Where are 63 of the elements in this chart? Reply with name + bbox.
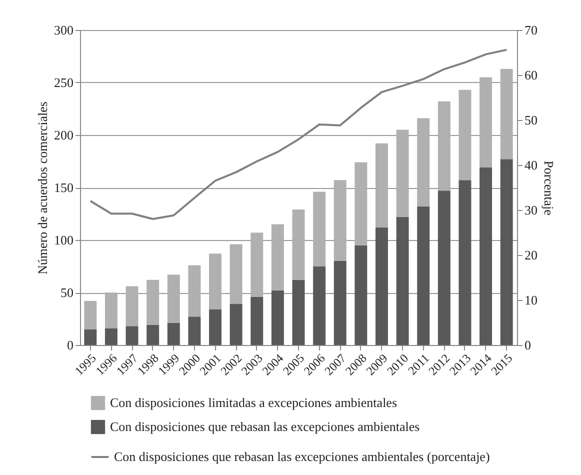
line-series — [89, 48, 508, 220]
bar — [458, 90, 472, 180]
legend-label: Con disposiciones que rebasan las excepciones ambientales (porcentaje) — [114, 449, 490, 464]
bar — [250, 232, 264, 297]
y2-tick-label: 70 — [524, 22, 538, 38]
y-tick-label: 250 — [54, 75, 74, 90]
bar — [167, 274, 180, 323]
bar — [146, 280, 160, 326]
bar — [334, 261, 346, 345]
legend-label: Con disposiciones que rebasan las excepciones ambientales — [110, 419, 420, 434]
bar — [230, 244, 242, 304]
bar — [458, 180, 472, 345]
bar — [188, 265, 201, 317]
bar — [167, 322, 180, 345]
y-tick-label: 150 — [54, 180, 74, 195]
bar — [313, 266, 326, 345]
y2-axis-title: Porcentaje — [542, 160, 556, 216]
bar — [500, 159, 513, 345]
legend-label: Con disposiciones limitadas a excepciones ambientales — [110, 395, 398, 410]
bar — [84, 329, 97, 345]
bar — [500, 68, 513, 160]
bar — [354, 245, 368, 345]
y-tick-label: 200 — [54, 128, 74, 142]
bar — [480, 77, 492, 168]
bar — [417, 206, 430, 345]
y2-tick-label: 50 — [524, 112, 538, 128]
bar — [209, 309, 222, 345]
bar — [438, 190, 450, 345]
bar — [104, 292, 118, 328]
bar — [417, 118, 430, 206]
y-tick-label: 0 — [67, 338, 74, 352]
bar — [188, 316, 201, 345]
bar — [250, 296, 264, 345]
y2-tick-label: 40 — [524, 158, 538, 172]
bar — [126, 326, 138, 345]
bar — [375, 227, 388, 345]
bar — [271, 224, 284, 290]
y-tick-label: 50 — [60, 285, 74, 300]
y-tick-label: 100 — [54, 232, 74, 248]
y2-tick-label: 30 — [524, 202, 538, 218]
bar — [396, 130, 409, 217]
y-tick-label: 300 — [54, 22, 74, 38]
bar — [209, 254, 222, 310]
bar — [230, 304, 242, 345]
bar — [84, 300, 97, 330]
bar — [438, 101, 450, 191]
y-axis-title: Número de acuerdos comerciales — [35, 102, 50, 274]
y2-tick-label: 10 — [524, 292, 538, 308]
y2-tick-label: 60 — [524, 68, 538, 82]
bar — [271, 290, 284, 345]
bar — [126, 286, 138, 326]
bar — [480, 168, 492, 345]
bar — [313, 192, 326, 266]
bar — [354, 162, 368, 246]
y2-tick-label: 20 — [524, 248, 538, 262]
bar — [104, 328, 118, 345]
bar — [334, 180, 346, 261]
bar — [396, 216, 409, 345]
y2-tick-label: 0 — [524, 338, 531, 352]
bar — [146, 325, 160, 345]
bar — [292, 280, 305, 345]
bar — [292, 210, 305, 280]
bar — [375, 143, 388, 228]
